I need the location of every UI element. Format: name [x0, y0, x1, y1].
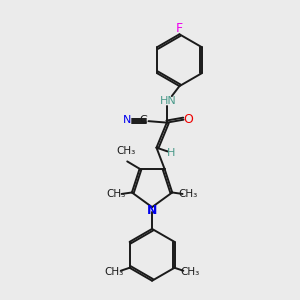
- Text: HN: HN: [160, 96, 177, 106]
- Text: CH₃: CH₃: [179, 189, 198, 199]
- Text: CH₃: CH₃: [180, 267, 200, 277]
- Text: CH₃: CH₃: [105, 267, 124, 277]
- Text: H: H: [167, 148, 175, 158]
- Text: CH₃: CH₃: [106, 189, 125, 199]
- Text: C: C: [140, 115, 147, 125]
- Text: CH₃: CH₃: [116, 146, 135, 156]
- Text: N: N: [147, 204, 157, 217]
- Text: O: O: [183, 112, 193, 126]
- Text: N: N: [123, 115, 131, 125]
- Text: F: F: [176, 22, 183, 35]
